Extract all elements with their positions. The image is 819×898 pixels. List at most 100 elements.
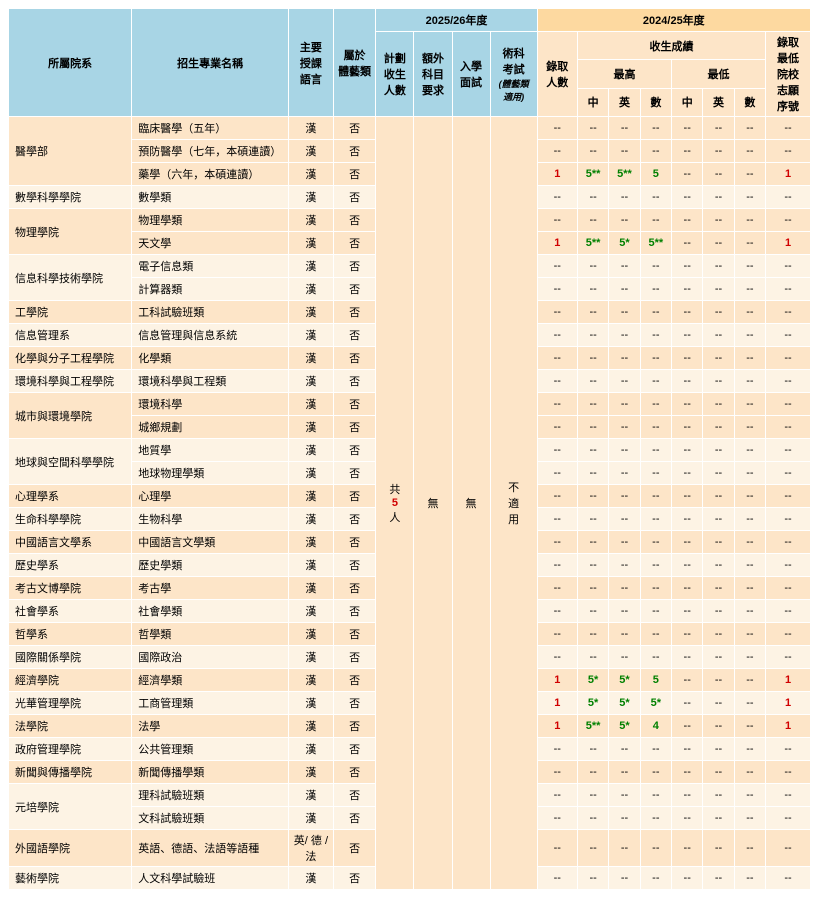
cell-high-1: -- bbox=[609, 255, 640, 278]
cell-dept: 信息科學技術學院 bbox=[9, 255, 132, 301]
cell-lang: 漢 bbox=[289, 738, 334, 761]
cell-dept: 工學院 bbox=[9, 301, 132, 324]
cell-low-2: -- bbox=[734, 830, 765, 867]
cell-high-0: 5** bbox=[577, 163, 608, 186]
cell-rank: -- bbox=[766, 370, 811, 393]
cell-low-0: -- bbox=[672, 623, 703, 646]
cell-admitted: -- bbox=[537, 209, 577, 232]
cell-high-0: -- bbox=[577, 646, 608, 669]
cell-dept: 化學與分子工程學院 bbox=[9, 347, 132, 370]
cell-low-1: -- bbox=[703, 807, 734, 830]
cell-high-0: -- bbox=[577, 117, 608, 140]
cell-high-2: -- bbox=[640, 807, 671, 830]
cell-low-0: -- bbox=[672, 209, 703, 232]
cell-prog: 法學 bbox=[132, 715, 289, 738]
cell-low-0: -- bbox=[672, 462, 703, 485]
cell-low-0: -- bbox=[672, 807, 703, 830]
cell-admitted: -- bbox=[537, 462, 577, 485]
cell-art: 否 bbox=[333, 531, 376, 554]
cell-low-1: -- bbox=[703, 324, 734, 347]
cell-low-0: -- bbox=[672, 163, 703, 186]
cell-low-0: -- bbox=[672, 370, 703, 393]
cell-dept: 光華管理學院 bbox=[9, 692, 132, 715]
cell-low-0: -- bbox=[672, 761, 703, 784]
cell-prog: 中國語言文學類 bbox=[132, 531, 289, 554]
cell-high-2: 5 bbox=[640, 163, 671, 186]
cell-low-0: -- bbox=[672, 439, 703, 462]
cell-lang: 漢 bbox=[289, 623, 334, 646]
cell-high-2: -- bbox=[640, 646, 671, 669]
cell-low-0: -- bbox=[672, 784, 703, 807]
cell-low-2: -- bbox=[734, 163, 765, 186]
cell-lang: 漢 bbox=[289, 715, 334, 738]
hdr-low-en: 英 bbox=[703, 88, 734, 116]
cell-lang: 漢 bbox=[289, 600, 334, 623]
cell-low-1: -- bbox=[703, 370, 734, 393]
cell-lang: 漢 bbox=[289, 347, 334, 370]
cell-high-2: 5** bbox=[640, 232, 671, 255]
cell-prog: 計算器類 bbox=[132, 278, 289, 301]
cell-prog: 考古學 bbox=[132, 577, 289, 600]
cell-high-1: -- bbox=[609, 301, 640, 324]
cell-high-2: -- bbox=[640, 439, 671, 462]
cell-low-1: -- bbox=[703, 784, 734, 807]
cell-low-1: -- bbox=[703, 393, 734, 416]
cell-high-1: 5* bbox=[609, 715, 640, 738]
cell-art: 否 bbox=[333, 255, 376, 278]
cell-high-1: -- bbox=[609, 186, 640, 209]
cell-admitted: 1 bbox=[537, 692, 577, 715]
hdr-score-high: 最高 bbox=[577, 60, 671, 88]
cell-prog: 地質學 bbox=[132, 439, 289, 462]
cell-admitted: -- bbox=[537, 186, 577, 209]
cell-admitted: -- bbox=[537, 623, 577, 646]
cell-high-1: -- bbox=[609, 416, 640, 439]
cell-low-1: -- bbox=[703, 715, 734, 738]
cell-admitted: -- bbox=[537, 370, 577, 393]
cell-rank: -- bbox=[766, 485, 811, 508]
cell-rank: -- bbox=[766, 301, 811, 324]
cell-art: 否 bbox=[333, 738, 376, 761]
cell-low-0: -- bbox=[672, 117, 703, 140]
cell-rank: 1 bbox=[766, 692, 811, 715]
cell-high-0: -- bbox=[577, 600, 608, 623]
cell-high-0: -- bbox=[577, 738, 608, 761]
cell-rank: -- bbox=[766, 531, 811, 554]
hdr-extra: 額外科目要求 bbox=[414, 32, 452, 117]
cell-lang: 漢 bbox=[289, 577, 334, 600]
cell-high-2: -- bbox=[640, 186, 671, 209]
cell-lang: 漢 bbox=[289, 692, 334, 715]
cell-high-0: -- bbox=[577, 140, 608, 163]
hdr-dept: 所屬院系 bbox=[9, 9, 132, 117]
cell-lang: 漢 bbox=[289, 485, 334, 508]
cell-low-1: -- bbox=[703, 867, 734, 890]
hdr-year-2025: 2025/26年度 bbox=[376, 9, 537, 32]
cell-lang: 漢 bbox=[289, 416, 334, 439]
cell-art: 否 bbox=[333, 301, 376, 324]
cell-prog: 環境科學 bbox=[132, 393, 289, 416]
cell-rank: 1 bbox=[766, 715, 811, 738]
cell-art: 否 bbox=[333, 416, 376, 439]
cell-admitted: -- bbox=[537, 830, 577, 867]
cell-lang: 漢 bbox=[289, 646, 334, 669]
cell-low-0: -- bbox=[672, 830, 703, 867]
cell-high-1: -- bbox=[609, 623, 640, 646]
cell-prog: 物理學類 bbox=[132, 209, 289, 232]
hdr-admitted: 錄取人數 bbox=[537, 32, 577, 117]
cell-lang: 漢 bbox=[289, 186, 334, 209]
cell-high-1: -- bbox=[609, 531, 640, 554]
cell-lang: 漢 bbox=[289, 232, 334, 255]
cell-low-0: -- bbox=[672, 577, 703, 600]
cell-art: 否 bbox=[333, 163, 376, 186]
cell-low-2: -- bbox=[734, 508, 765, 531]
cell-high-2: -- bbox=[640, 324, 671, 347]
hdr-high-ma: 數 bbox=[640, 88, 671, 116]
cell-admitted: -- bbox=[537, 867, 577, 890]
cell-art: 否 bbox=[333, 232, 376, 255]
cell-interview-merged: 無 bbox=[452, 117, 490, 890]
cell-high-2: 5 bbox=[640, 669, 671, 692]
cell-prog: 英語、德語、法語等語種 bbox=[132, 830, 289, 867]
cell-high-0: -- bbox=[577, 416, 608, 439]
cell-high-1: -- bbox=[609, 600, 640, 623]
cell-admitted: -- bbox=[537, 531, 577, 554]
cell-high-2: -- bbox=[640, 830, 671, 867]
